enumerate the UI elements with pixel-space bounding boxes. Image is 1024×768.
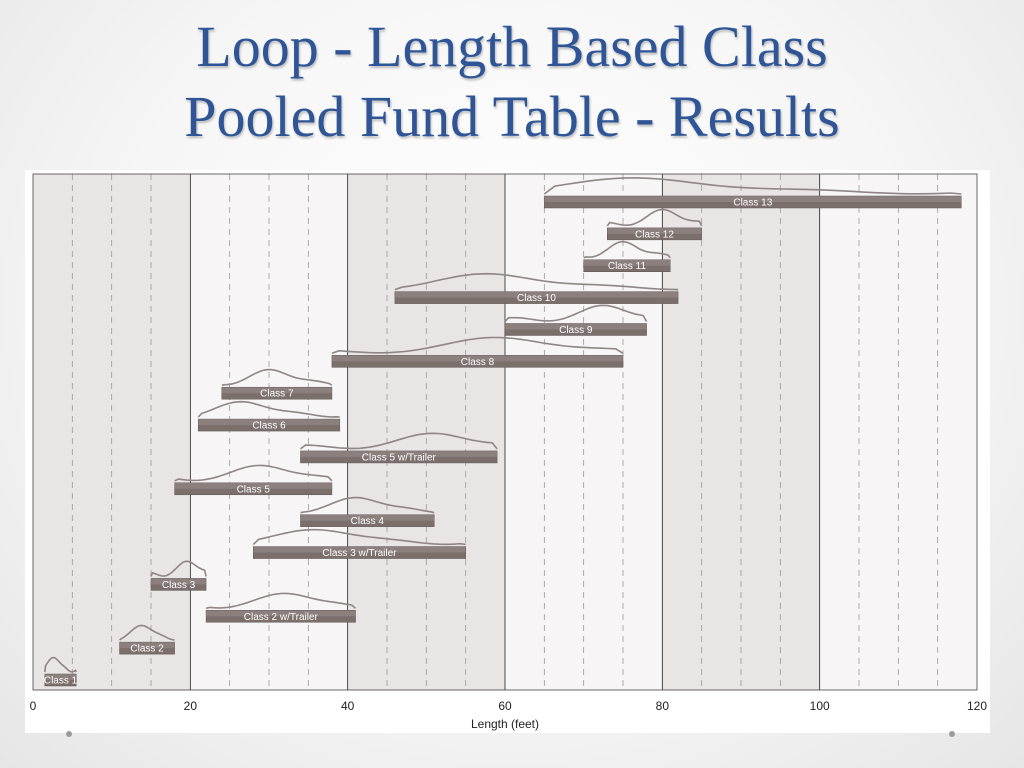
- x-tick-label: 0: [30, 699, 37, 713]
- distribution-curve: [543, 177, 962, 195]
- range-bar: [44, 673, 77, 687]
- bar-label: Class 9: [559, 325, 593, 336]
- class-row: Class 9: [504, 304, 648, 336]
- class-row: Class 6: [197, 400, 341, 432]
- range-bar-highlight: [198, 419, 340, 426]
- range-bar-highlight: [607, 227, 702, 234]
- bar-label: Class 3: [162, 580, 196, 591]
- class-row: Class 10: [394, 272, 679, 304]
- bar-label: Class 13: [733, 198, 772, 209]
- range-bar-highlight: [505, 323, 647, 330]
- distribution-curve: [504, 304, 648, 323]
- distribution-curve: [583, 240, 671, 259]
- bar-label: Class 10: [517, 293, 556, 304]
- class-row: Class 3: [150, 560, 207, 591]
- bar-label: Class 11: [608, 261, 647, 272]
- distribution-curve: [300, 432, 498, 450]
- class-row: Class 2: [118, 624, 175, 655]
- class-row: Class 5 w/Trailer: [300, 432, 498, 464]
- range-bar: [504, 323, 647, 336]
- x-axis-label: Length (feet): [471, 717, 539, 731]
- range-bar-highlight: [253, 546, 466, 553]
- x-tick-label: 80: [656, 699, 670, 713]
- bar-label: Class 1: [44, 676, 78, 687]
- range-bar-highlight: [300, 514, 435, 521]
- range-bar-highlight: [583, 259, 671, 266]
- plot-frame: [32, 173, 978, 691]
- distribution-curve: [252, 528, 466, 546]
- bar-label: Class 5 w/Trailer: [362, 452, 437, 463]
- distribution-curve: [44, 656, 78, 673]
- distribution-curve: [118, 624, 175, 641]
- class-row: Class 12: [606, 208, 703, 241]
- decorative-dot-left: [66, 731, 72, 737]
- class-row: Class 2 w/Trailer: [205, 592, 357, 623]
- range-bar: [394, 291, 679, 304]
- distribution-curve: [197, 400, 340, 418]
- range-bar-highlight: [544, 196, 962, 202]
- range-bar: [197, 418, 341, 432]
- range-bar-highlight: [174, 482, 332, 489]
- distribution-curve: [150, 560, 207, 577]
- class-row: Class 8: [331, 336, 624, 368]
- distribution-curve: [331, 336, 624, 355]
- class-row: Class 13: [543, 177, 962, 209]
- bar-label: Class 3 w/Trailer: [322, 548, 397, 559]
- x-tick-label: 60: [498, 699, 512, 713]
- range-bar-highlight: [151, 578, 207, 585]
- range-bar: [607, 227, 702, 241]
- class-row: Class 7: [221, 368, 333, 400]
- range-bar: [544, 195, 962, 209]
- class-row: Class 5: [174, 464, 333, 496]
- class-row: Class 4: [300, 496, 435, 527]
- class-row: Class 3 w/Trailer: [252, 528, 466, 559]
- bar-label: Class 2 w/Trailer: [244, 612, 319, 623]
- slide-title: Loop - Length Based Class Pooled Fund Ta…: [0, 12, 1024, 152]
- distribution-curve: [300, 496, 435, 514]
- x-tick-label: 20: [184, 699, 198, 713]
- bar-label: Class 2: [130, 644, 164, 655]
- range-bar: [119, 641, 175, 655]
- range-bar-highlight: [44, 674, 77, 680]
- bar-label: Class 7: [260, 389, 294, 400]
- range-bar: [221, 386, 333, 400]
- x-tick-label: 120: [967, 699, 987, 713]
- range-bar-highlight: [119, 642, 175, 649]
- x-tick-label: 100: [810, 699, 830, 713]
- range-bar: [300, 450, 498, 464]
- bar-label: Class 12: [635, 229, 674, 240]
- bar-label: Class 4: [351, 516, 385, 527]
- range-bar-highlight: [300, 450, 498, 457]
- range-bar-highlight: [206, 610, 356, 617]
- range-bar: [300, 514, 435, 527]
- range-bar: [583, 259, 671, 272]
- range-bar-highlight: [221, 387, 332, 394]
- distribution-curve: [205, 592, 357, 610]
- range-bar-highlight: [331, 355, 623, 362]
- title-line-2: Pooled Fund Table - Results: [184, 84, 840, 149]
- decorative-dot-right: [949, 731, 955, 737]
- range-bar: [150, 578, 207, 591]
- title-line-1: Loop - Length Based Class: [196, 14, 828, 79]
- bar-label: Class 8: [461, 357, 495, 368]
- range-bar: [174, 482, 333, 496]
- range-bar: [205, 610, 356, 623]
- distribution-curve: [221, 368, 333, 386]
- distribution-curve: [174, 464, 333, 482]
- range-bar-highlight: [394, 291, 679, 298]
- class-row: Class 1: [44, 656, 78, 687]
- x-tick-label: 40: [341, 699, 355, 713]
- bar-label: Class 6: [252, 421, 286, 432]
- range-bar: [253, 546, 466, 559]
- range-bar: [331, 355, 624, 368]
- class-row: Class 11: [583, 240, 671, 272]
- distribution-curve: [394, 272, 679, 291]
- distribution-curve: [606, 208, 703, 227]
- bar-label: Class 5: [237, 484, 271, 495]
